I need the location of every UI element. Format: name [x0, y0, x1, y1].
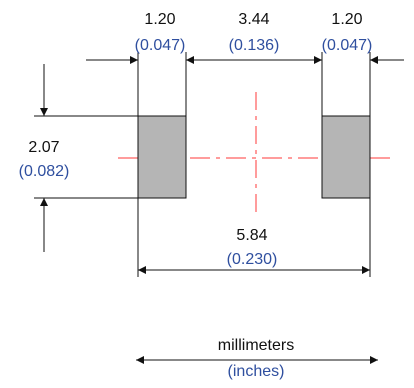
pad-width-left-inch: (0.047)	[135, 37, 186, 54]
overall-length-inch: (0.230)	[227, 251, 278, 268]
right-pad	[321, 115, 371, 199]
pad-height-mm: 2.07	[28, 139, 59, 156]
pad-gap-mm: 3.44	[238, 11, 269, 28]
pad-height-inch: (0.082)	[19, 163, 70, 180]
pad-width-left-mm: 1.20	[144, 11, 175, 28]
legend-secondary-unit: (inches)	[228, 363, 285, 380]
overall-length-mm: 5.84	[236, 227, 267, 244]
pad-width-right-mm: 1.20	[331, 11, 362, 28]
pad-gap-inch: (0.136)	[229, 37, 280, 54]
left-pad	[137, 115, 187, 199]
legend-primary-unit: millimeters	[218, 337, 294, 354]
pad-width-right-inch: (0.047)	[322, 37, 373, 54]
